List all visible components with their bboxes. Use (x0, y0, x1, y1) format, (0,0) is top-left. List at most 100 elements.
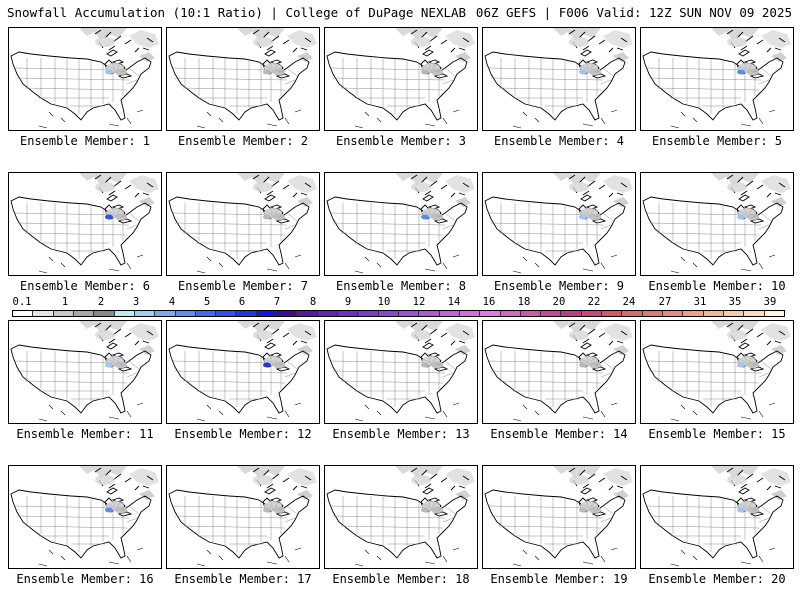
ensemble-map-panel (166, 465, 320, 569)
snowfall-shading (253, 182, 285, 221)
us-map (325, 173, 477, 275)
colorbar-swatch (114, 311, 135, 316)
snowfall-shading (727, 182, 759, 221)
ensemble-member-label: Ensemble Member: 6 (19, 279, 151, 293)
ensemble-member-label: Ensemble Member: 4 (493, 134, 625, 148)
snowfall-shading (727, 330, 759, 369)
colorbar-labels: 0.1 1 2 3 4 5 6 7 8 9 10 12 14 16 18 20 22 24 27 31 35 39 (12, 296, 785, 308)
colorbar-tick-label: 12 (412, 296, 426, 308)
us-map (641, 28, 793, 130)
us-map (325, 466, 477, 568)
snowfall-shading (411, 330, 443, 369)
colorbar-swatch (216, 311, 237, 316)
colorbar-tick-label: 0.1 (12, 296, 32, 308)
snowfall-shading (569, 182, 601, 221)
colorbar-swatch (94, 311, 115, 316)
colorbar-swatch (73, 311, 95, 316)
colorbar-tick-label: 27 (658, 296, 672, 308)
colorbar-tick-label: 5 (203, 296, 211, 308)
ensemble-member-label: Ensemble Member: 12 (174, 427, 312, 441)
colorbar-swatch (256, 311, 278, 316)
colorbar-swatch (520, 311, 542, 316)
us-map (641, 466, 793, 568)
ensemble-map-panel (8, 27, 162, 131)
ensemble-map-panel (482, 465, 636, 569)
colorbar-tick-label: 20 (552, 296, 566, 308)
ensemble-member-label: Ensemble Member: 10 (648, 279, 786, 293)
ensemble-map-panel (640, 465, 794, 569)
ensemble-map-panel (482, 27, 636, 131)
colorbar-swatch (663, 311, 684, 316)
colorbar-tick-label: 35 (728, 296, 742, 308)
colorbar-swatch (744, 311, 765, 316)
colorbar-swatch (175, 311, 196, 316)
ensemble-map-panel (640, 172, 794, 276)
colorbar-tick-label: 1 (61, 296, 69, 308)
colorbar-tick-label: 2 (97, 296, 105, 308)
snowfall-shading (95, 330, 127, 369)
us-map (167, 466, 319, 568)
ensemble-member-label: Ensemble Member: 16 (16, 572, 154, 586)
colorbar-swatch (439, 311, 460, 316)
ensemble-member-label: Ensemble Member: 8 (335, 279, 467, 293)
snowfall-shading (569, 330, 601, 369)
colorbar-swatch (459, 311, 481, 316)
ensemble-map-panel (640, 320, 794, 424)
ensemble-map-panel (8, 172, 162, 276)
ensemble-member-label: Ensemble Member: 7 (177, 279, 309, 293)
run-valid-time: 06Z GEFS | F006 Valid: 12Z SUN NOV 09 20… (475, 5, 792, 20)
ensemble-map-panel (166, 172, 320, 276)
snowfall-colorbar (12, 310, 785, 317)
ensemble-member-label: Ensemble Member: 17 (174, 572, 312, 586)
colorbar-swatch (581, 311, 603, 316)
colorbar-swatch (703, 311, 724, 316)
snowfall-shading (95, 475, 127, 514)
ensemble-map-panel (8, 320, 162, 424)
colorbar-swatch (297, 311, 318, 316)
ensemble-map-panel (640, 27, 794, 131)
ensemble-member-label: Ensemble Member: 13 (332, 427, 470, 441)
snowfall-shading (411, 37, 443, 76)
snowfall-shading (569, 37, 601, 76)
us-map (325, 28, 477, 130)
snowfall-shading (411, 182, 443, 221)
us-map (167, 173, 319, 275)
colorbar-tick-label: 8 (309, 296, 317, 308)
colorbar-tick-label: 16 (482, 296, 496, 308)
ensemble-member-label: Ensemble Member: 14 (490, 427, 628, 441)
colorbar-swatch (480, 311, 501, 316)
us-map (641, 321, 793, 423)
colorbar-swatch (155, 311, 176, 316)
colorbar-swatch (500, 311, 521, 316)
us-map (483, 321, 635, 423)
colorbar-swatch (764, 311, 784, 316)
colorbar-swatch (53, 311, 74, 316)
ensemble-member-label: Ensemble Member: 18 (332, 572, 470, 586)
ensemble-map-panel (324, 465, 478, 569)
ensemble-member-label: Ensemble Member: 2 (177, 134, 309, 148)
snowfall-shading (95, 182, 127, 221)
ensemble-map-panel (324, 172, 478, 276)
us-map (9, 466, 161, 568)
colorbar-swatch (277, 311, 298, 316)
ensemble-map-panel (324, 320, 478, 424)
colorbar-swatch (317, 311, 338, 316)
us-map (641, 173, 793, 275)
us-map (9, 321, 161, 423)
colorbar-swatch (398, 311, 420, 316)
ensemble-member-label: Ensemble Member: 15 (648, 427, 786, 441)
colorbar-tick-label: 22 (587, 296, 601, 308)
us-map (167, 321, 319, 423)
us-map (167, 28, 319, 130)
us-map (483, 173, 635, 275)
colorbar-tick-label: 24 (622, 296, 636, 308)
ensemble-member-label: Ensemble Member: 1 (19, 134, 151, 148)
colorbar-tick-label: 14 (447, 296, 461, 308)
us-map (9, 28, 161, 130)
snowfall-shading (253, 330, 285, 369)
colorbar-swatch (236, 311, 257, 316)
colorbar-swatch (683, 311, 704, 316)
snowfall-shading (95, 37, 127, 76)
snowfall-shading (253, 37, 285, 76)
colorbar-tick-label: 9 (344, 296, 352, 308)
